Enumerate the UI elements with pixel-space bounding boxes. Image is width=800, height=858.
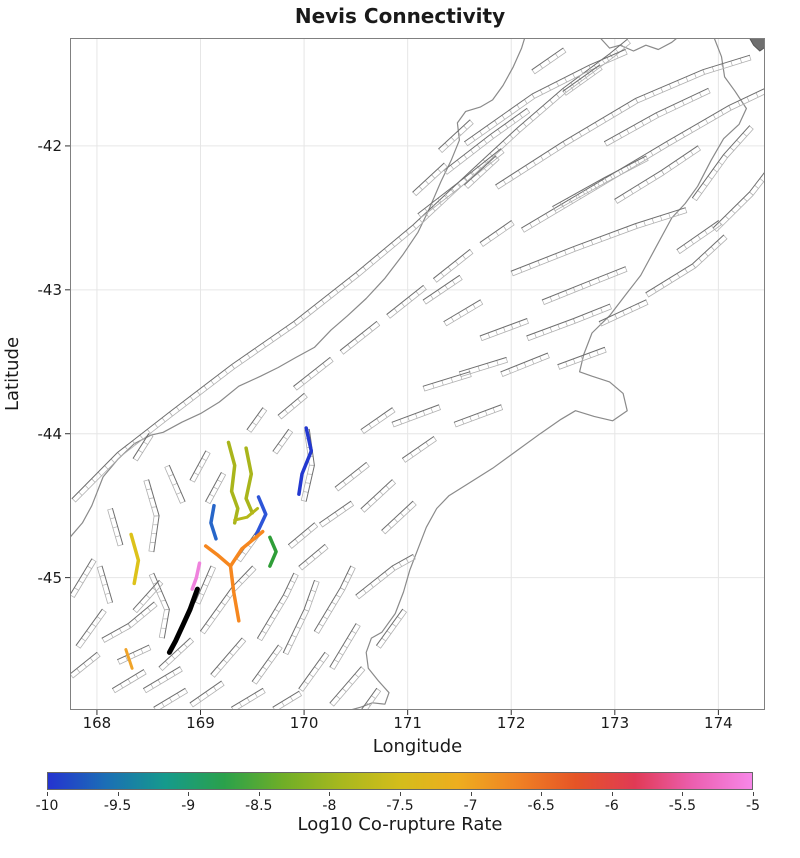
y-tick-label: -43 xyxy=(37,280,63,299)
x-tick-label: 171 xyxy=(393,714,422,732)
colorbar-tick-label: -6 xyxy=(604,798,619,814)
colorbar xyxy=(47,772,753,790)
x-axis-label: Longitude xyxy=(372,736,463,757)
colorbar-tick-mark xyxy=(753,792,754,796)
colorbar-tick-label: -5.5 xyxy=(668,798,697,814)
colorbar-tick-mark xyxy=(258,792,260,796)
colorbar-tick-label: -9 xyxy=(181,798,196,814)
colorbar-tick-label: -7.5 xyxy=(386,798,414,814)
colorbar-tick-mark xyxy=(470,792,472,796)
map-plot xyxy=(65,38,765,715)
colorbar-tick-label: -5 xyxy=(746,798,760,814)
x-tick-label: 170 xyxy=(289,714,319,732)
x-tick-label: 169 xyxy=(186,714,215,732)
x-tick-label: 168 xyxy=(82,714,112,732)
colorbar-tick-label: -7 xyxy=(463,798,478,814)
colorbar-tick-label: -9.5 xyxy=(103,798,132,814)
colorbar-label: Log10 Co-rupture Rate xyxy=(297,814,503,835)
colorbar-tick-mark xyxy=(611,792,613,796)
y-axis-label: Latitude xyxy=(2,336,23,412)
colorbar-tick-label: -6.5 xyxy=(527,798,555,814)
x-tick-label: 172 xyxy=(496,714,526,732)
colorbar-tick-mark xyxy=(188,792,190,796)
y-tick-label: -45 xyxy=(37,568,63,587)
colorbar-tick-label: -10 xyxy=(35,798,59,814)
figure-title: Nevis Connectivity xyxy=(294,4,506,28)
colorbar-tick-mark xyxy=(117,792,119,796)
colorbar-tick-mark xyxy=(329,792,331,796)
colorbar-tick-mark xyxy=(541,792,543,796)
colorbar-tick-label: -8.5 xyxy=(245,798,273,814)
y-tick-label: -44 xyxy=(37,424,63,443)
x-tick-label: 174 xyxy=(704,714,733,732)
y-tick-label: -42 xyxy=(37,136,63,155)
colorbar-tick-mark xyxy=(682,792,684,796)
colorbar-tick-mark xyxy=(47,792,48,796)
colorbar-tick-label: -8 xyxy=(322,798,337,814)
x-tick-label: 173 xyxy=(600,714,630,732)
colorbar-tick-mark xyxy=(400,792,401,796)
